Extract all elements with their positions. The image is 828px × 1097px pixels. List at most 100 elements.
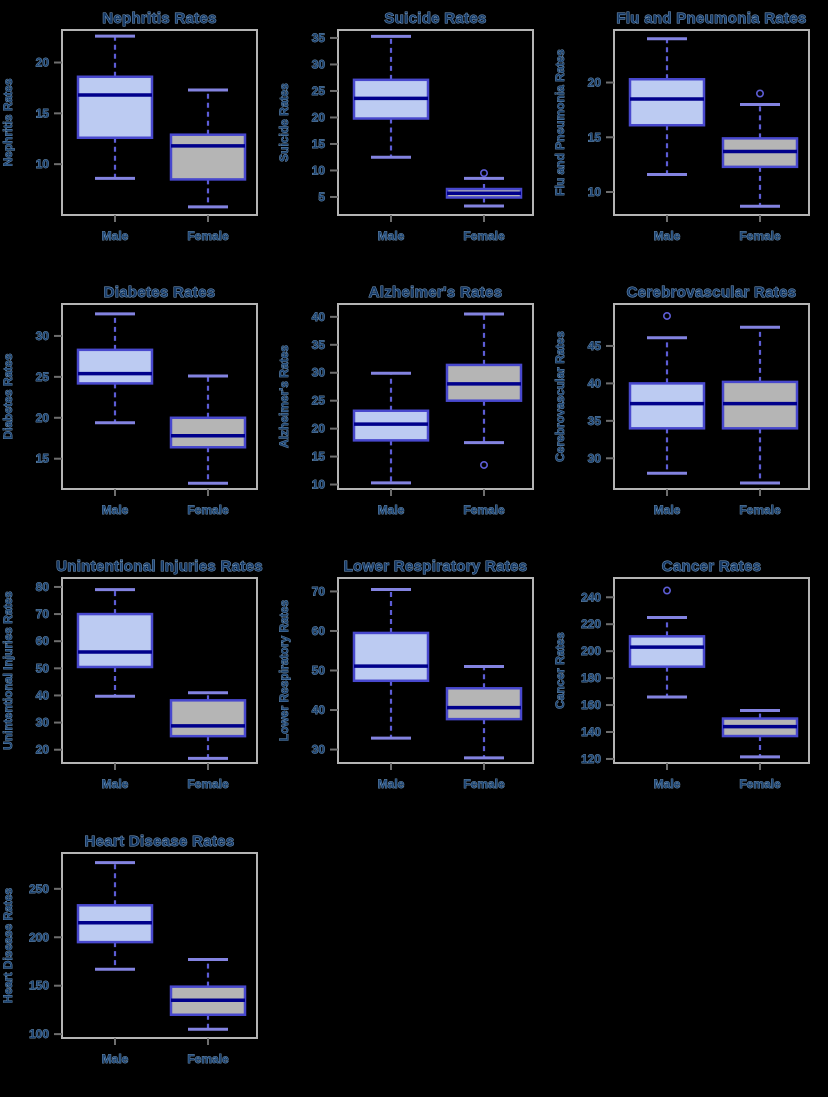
box-group-male	[76, 312, 154, 425]
y-tick-label: 40	[36, 688, 50, 702]
box-group-female	[721, 325, 799, 485]
y-tick-label: 25	[312, 84, 326, 98]
chart-heart-disease-rates: 100 150 200 250 Male Female Heart Disease Rate…	[0, 823, 276, 1097]
y-tick-label: 20	[312, 110, 326, 124]
iqr-box	[169, 416, 247, 449]
y-tick-label: 40	[312, 310, 326, 324]
y-tick-label: 30	[312, 57, 326, 71]
x-category-label: Male	[654, 229, 681, 243]
box-group-female	[169, 691, 247, 760]
chart-title: Unintentional Injuries Rates	[56, 558, 263, 575]
plot-border	[613, 303, 810, 490]
y-axis-label: Nephritis Rates	[1, 78, 15, 166]
y-axis-label: Alzheimer's Rates	[277, 345, 291, 448]
x-category-label: Female	[187, 777, 229, 791]
boxplot-svg-suicide-rates: 5 10 15 20 25 30 35 Male Female Suicide Rates Suic…	[277, 10, 534, 243]
y-tick-label: 15	[588, 130, 602, 144]
y-axis-label: Cerebrovascular Rates	[553, 331, 567, 462]
x-category-label: Female	[187, 1052, 229, 1066]
x-category-label: Male	[378, 777, 405, 791]
boxplot-svg-diabetes-rates: 15 20 25 30 Male Female Diabetes Rates Diabetes…	[1, 284, 258, 517]
boxplot-svg-cancer-rates: 120 140 160 180 200 220 240 Male Female Cancer Ra…	[553, 558, 810, 791]
chart-suicide-rates: 5 10 15 20 25 30 35 Male Female Suicide Rates Suic…	[276, 0, 552, 274]
x-category-label: Male	[378, 229, 405, 243]
iqr-box	[352, 631, 430, 683]
y-tick-label: 20	[36, 743, 50, 757]
y-tick-label: 120	[581, 752, 601, 766]
x-category-label: Female	[739, 503, 781, 517]
y-tick-label: 20	[36, 411, 50, 425]
y-tick-label: 50	[36, 661, 50, 675]
chart-flu-and-pneumonia-rates: 10 15 20 Male Female Flu and Pneumonia Rates F…	[552, 0, 828, 274]
chart-nephritis-rates: 10 15 20 Male Female Nephritis Rates Nephritis…	[0, 0, 276, 274]
y-tick-label: 30	[312, 743, 326, 757]
outlier-point	[756, 89, 765, 98]
plot-border	[337, 303, 534, 490]
x-category-label: Male	[102, 503, 129, 517]
y-tick-label: 30	[36, 716, 50, 730]
box-group-female	[721, 708, 799, 759]
y-tick-label: 10	[312, 478, 326, 492]
x-category-label: Male	[654, 777, 681, 791]
y-tick-label: 70	[36, 607, 50, 621]
y-tick-label: 80	[36, 580, 50, 594]
box-group-male	[352, 371, 430, 485]
outlier-point	[663, 311, 672, 320]
x-category-label: Female	[463, 503, 505, 517]
box-group-male	[76, 588, 154, 698]
iqr-box	[628, 382, 706, 430]
y-tick-label: 35	[312, 338, 326, 352]
y-tick-label: 15	[36, 106, 50, 120]
chart-title: Cerebrovascular Rates	[627, 284, 797, 301]
y-tick-label: 70	[312, 584, 326, 598]
y-tick-label: 200	[581, 644, 601, 658]
y-tick-label: 150	[29, 979, 49, 993]
iqr-box	[169, 699, 247, 738]
plot-border	[337, 29, 534, 216]
chart-cerebrovascular-rates: 30 35 40 45 Male Female Cerebrovascular Rates C…	[552, 274, 828, 548]
boxplot-svg-flu-and-pneumonia-rates: 10 15 20 Male Female Flu and Pneumonia Rates F…	[553, 10, 810, 243]
chart-lower-respiratory-rates: 30 40 50 60 70 Male Female Lower Respiratory Ra…	[276, 548, 552, 822]
x-category-label: Female	[187, 503, 229, 517]
y-tick-label: 30	[36, 329, 50, 343]
box-group-female	[721, 89, 799, 208]
x-category-label: Female	[739, 229, 781, 243]
iqr-box	[76, 75, 154, 139]
box-group-male	[628, 586, 706, 699]
chart-title: Alzheimer's Rates	[369, 284, 503, 301]
y-tick-label: 240	[581, 590, 601, 604]
chart-title: Flu and Pneumonia Rates	[616, 10, 806, 27]
chart-cancer-rates: 120 140 160 180 200 220 240 Male Female Cancer Ra…	[552, 548, 828, 822]
boxplot-svg-alzheimer-s-rates: 10 15 20 25 30 35 40 Male Female Alzheimer's Rate…	[277, 284, 534, 517]
iqr-box	[445, 687, 523, 721]
x-category-label: Female	[463, 777, 505, 791]
y-tick-label: 10	[312, 163, 326, 177]
y-axis-label: Lower Respiratory Rates	[277, 599, 291, 741]
plot-border	[61, 577, 258, 764]
outlier-point	[663, 586, 672, 595]
iqr-box	[628, 78, 706, 127]
box-group-female	[169, 958, 247, 1031]
boxplot-svg-unintentional-injuries-rates: 20 30 40 50 60 70 80 Male Female Unintentional In…	[1, 558, 263, 792]
box-group-male	[352, 34, 430, 159]
x-category-label: Male	[102, 777, 129, 791]
iqr-box	[169, 133, 247, 181]
y-axis-label: Unintentional Injuries Rates	[1, 591, 15, 750]
chart-title: Cancer Rates	[662, 558, 761, 575]
x-category-label: Male	[102, 1052, 129, 1066]
outlier-point	[480, 460, 489, 469]
y-axis-label: Flu and Pneumonia Rates	[553, 49, 567, 196]
chart-title: Heart Disease Rates	[85, 833, 235, 850]
plot-border	[613, 577, 810, 764]
y-tick-label: 10	[36, 157, 50, 171]
chart-unintentional-injuries-rates: 20 30 40 50 60 70 80 Male Female Unintentional In…	[0, 548, 276, 822]
plot-border	[61, 29, 258, 216]
y-tick-label: 30	[312, 366, 326, 380]
x-category-label: Male	[654, 503, 681, 517]
iqr-box	[628, 635, 706, 668]
box-group-male	[76, 34, 154, 180]
iqr-box	[76, 612, 154, 669]
y-axis-label: Suicide Rates	[277, 83, 291, 162]
chart-title: Diabetes Rates	[104, 284, 216, 301]
y-tick-label: 20	[36, 56, 50, 70]
